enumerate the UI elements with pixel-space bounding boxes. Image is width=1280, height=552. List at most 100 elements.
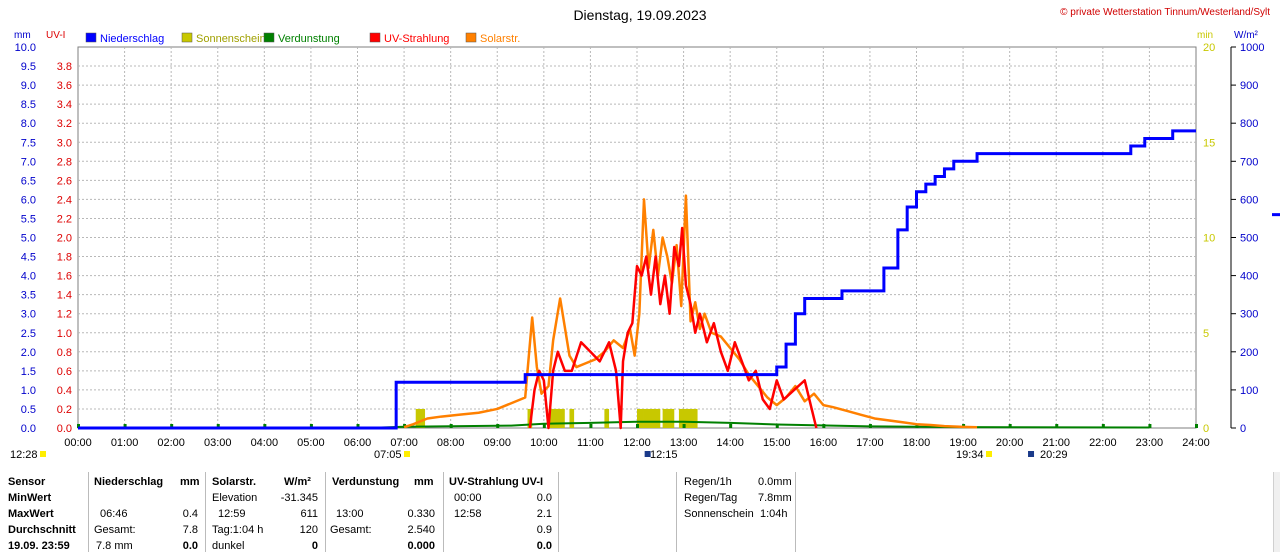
niederschlag-last-value: 7.8 mm — [96, 540, 133, 552]
summary-regen-1h-value: 0.0mm — [758, 476, 792, 488]
mm-tick-label: 5.0 — [21, 233, 36, 245]
solar-max-time: 12:59 — [218, 508, 246, 520]
copyright-note: © private Wetterstation Tinnum/Westerlan… — [1060, 7, 1270, 18]
mm-tick-label: 9.0 — [21, 80, 36, 92]
unit-min-label: min — [1197, 30, 1213, 41]
solar-header: Solarstr. — [212, 476, 257, 488]
verdunstung-marker — [496, 424, 500, 428]
uv-tick-label: 3.2 — [57, 118, 72, 130]
x-tick-label: 02:00 — [157, 437, 185, 449]
mm-tick-label: 0.0 — [21, 423, 36, 435]
x-tick-label: 09:00 — [483, 437, 511, 449]
uv-tick-label: 0.2 — [57, 404, 72, 416]
verdunstung-gesamt-value: 2.540 — [407, 524, 435, 536]
mm-tick-label: 10.0 — [15, 42, 36, 54]
x-tick-label: 24:00 — [1182, 437, 1210, 449]
time-marker-label: 12:28 — [10, 449, 38, 461]
x-tick-label: 07:00 — [390, 437, 418, 449]
legend-label: Verdunstung — [278, 33, 340, 45]
verdunstung-max-value: 0.330 — [407, 508, 435, 520]
wm2-tick-label: 200 — [1240, 347, 1258, 359]
uv-tick-label: 1.0 — [57, 328, 72, 340]
wm2-tick-label: 600 — [1240, 194, 1258, 206]
verdunstung-marker — [915, 424, 919, 428]
column-divider — [558, 472, 559, 552]
solar-tag-value: 120 — [299, 524, 318, 536]
verdunstung-marker — [77, 424, 80, 428]
unit-mm-label: mm — [14, 30, 31, 41]
uv-tick-label: 2.2 — [57, 213, 72, 225]
verdunstung-marker — [1101, 424, 1105, 428]
x-tick-label: 16:00 — [810, 437, 838, 449]
x-tick-label: 01:00 — [111, 437, 139, 449]
stats-table: Sensor MinWert MaxWert Durchschnitt 19.0… — [0, 472, 1280, 552]
column-divider — [205, 472, 206, 552]
legend-swatch — [369, 32, 381, 43]
uv-header: UV-Strahlung UV-I — [449, 476, 544, 488]
mm-tick-label: 7.0 — [21, 156, 36, 168]
summary-regen-tag-value: 7.8mm — [758, 492, 792, 504]
column-divider — [795, 472, 796, 552]
vertical-scrollbar[interactable] — [1273, 472, 1280, 552]
uv-tick-label: 2.6 — [57, 175, 72, 187]
x-tick-label: 08:00 — [437, 437, 465, 449]
x-tick-label: 05:00 — [297, 437, 325, 449]
min-tick-label: 0 — [1203, 423, 1209, 435]
mm-tick-label: 7.5 — [21, 137, 36, 149]
mm-tick-label: 8.5 — [21, 99, 36, 111]
uv-tick-label: 1.6 — [57, 271, 72, 283]
time-marker-icon — [404, 451, 410, 457]
mm-tick-label: 4.0 — [21, 271, 36, 283]
sunshine-bar — [415, 408, 426, 428]
wm2-tick-label: 500 — [1240, 233, 1258, 245]
uv-tick-label: 3.4 — [57, 99, 72, 111]
solar-tag-label: Tag:1:04 h — [212, 524, 264, 536]
x-tick-label: 10:00 — [530, 437, 558, 449]
uv-max-value: 2.1 — [536, 508, 552, 520]
unit-uv-label: UV-I — [46, 30, 65, 41]
uv-tick-label: 2.8 — [57, 156, 72, 168]
min-tick-label: 15 — [1203, 137, 1215, 149]
x-tick-label: 20:00 — [996, 437, 1024, 449]
verdunstung-marker — [1148, 424, 1152, 428]
row-label-sensor: Sensor — [8, 476, 46, 488]
x-tick-label: 04:00 — [251, 437, 279, 449]
verdunstung-marker — [170, 424, 174, 428]
uv-tick-label: 0.6 — [57, 366, 72, 378]
legend-swatch — [465, 32, 477, 43]
mm-tick-label: 6.5 — [21, 175, 36, 187]
chart-axes: 0.0 0.5 1.0 1.5 2.0 2.5 3.0 3.5 4.0 4.5 5.0 5.5 6.0 6… — [15, 42, 1265, 449]
verdunstung-marker — [729, 424, 733, 428]
wm2-tick-label: 700 — [1240, 156, 1258, 168]
niederschlag-max-value: 0.4 — [182, 508, 198, 520]
mm-tick-label: 6.0 — [21, 194, 36, 206]
mm-tick-label: 3.0 — [21, 309, 36, 321]
legend-swatch — [85, 32, 97, 43]
solar-max-value: 611 — [300, 508, 318, 520]
time-marker-label: 19:34 — [956, 449, 984, 461]
time-marker-icon — [1028, 451, 1035, 457]
x-tick-label: 15:00 — [763, 437, 791, 449]
column-divider — [676, 472, 677, 552]
sunshine-bar — [662, 408, 675, 428]
x-tick-label: 21:00 — [1042, 437, 1070, 449]
x-tick-label: 23:00 — [1136, 437, 1164, 449]
niederschlag-last-bold: 0.0 — [182, 540, 198, 552]
wm2-tick-label: 100 — [1240, 385, 1258, 397]
sunshine-bar — [637, 408, 644, 428]
x-tick-label: 12:00 — [623, 437, 651, 449]
wm2-tick-label: 900 — [1240, 80, 1258, 92]
min-tick-label: 10 — [1203, 233, 1215, 245]
mm-tick-label: 3.5 — [21, 290, 36, 302]
solar-dunkel-value: 0 — [311, 540, 318, 552]
x-tick-label: 14:00 — [716, 437, 744, 449]
time-marker-label: 12:15 — [650, 449, 678, 461]
verdunstung-marker — [356, 424, 360, 428]
time-marker-label: 07:05 — [374, 449, 402, 461]
wm2-tick-label: 0 — [1240, 423, 1246, 435]
verdunstung-marker — [775, 424, 779, 428]
time-marker-icon — [986, 451, 992, 457]
x-tick-label: 03:00 — [204, 437, 232, 449]
chart-title: Dienstag, 19.09.2023 — [573, 7, 706, 23]
x-tick-label: 06:00 — [344, 437, 372, 449]
